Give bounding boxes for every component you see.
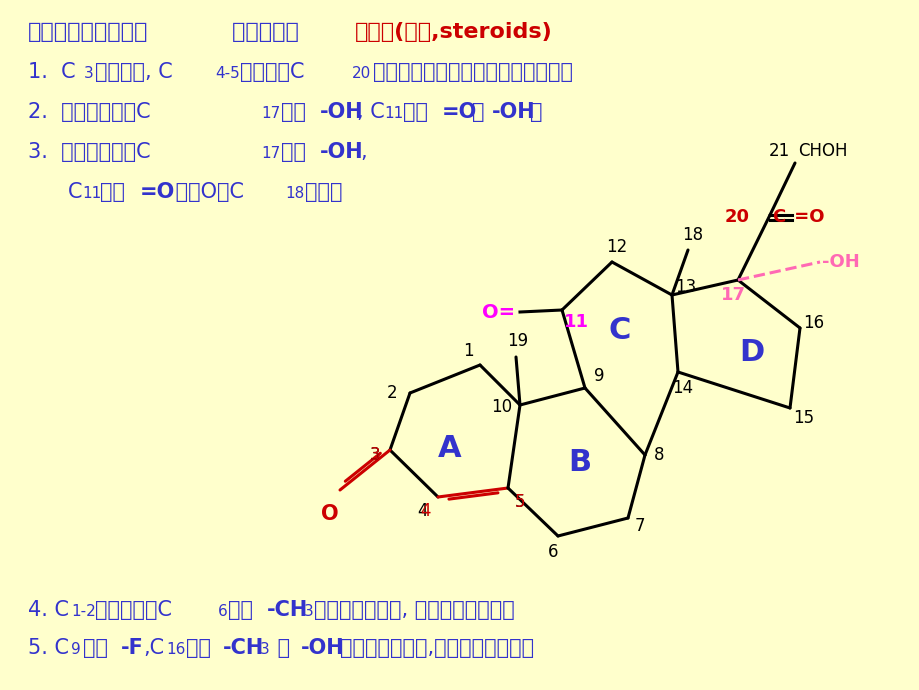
Text: 15: 15 bbox=[792, 409, 813, 427]
Text: 11: 11 bbox=[562, 313, 588, 331]
Text: 5: 5 bbox=[515, 493, 525, 511]
Text: 17: 17 bbox=[720, 286, 744, 304]
Text: 上有: 上有 bbox=[403, 102, 427, 122]
Text: -CH: -CH bbox=[222, 638, 264, 658]
Text: D: D bbox=[739, 337, 764, 366]
Text: 19: 19 bbox=[507, 332, 528, 350]
Text: -OH: -OH bbox=[320, 142, 363, 162]
Text: 11: 11 bbox=[82, 186, 101, 201]
Text: ；: ； bbox=[529, 102, 542, 122]
Text: -OH: -OH bbox=[821, 253, 859, 271]
Text: =O: =O bbox=[140, 182, 175, 202]
Text: 的羰基是保持生理活性的必须基团；: 的羰基是保持生理活性的必须基团； bbox=[372, 62, 573, 82]
Text: 1-2: 1-2 bbox=[71, 604, 96, 619]
Text: 上有: 上有 bbox=[280, 102, 306, 122]
Text: 13: 13 bbox=[675, 278, 696, 296]
Text: 4-5: 4-5 bbox=[215, 66, 240, 81]
Text: -CH: -CH bbox=[267, 600, 308, 620]
Text: 17: 17 bbox=[261, 146, 280, 161]
Text: 引入: 引入 bbox=[83, 638, 108, 658]
Text: 9: 9 bbox=[71, 642, 81, 657]
Text: ,: , bbox=[359, 142, 367, 162]
Text: 21: 21 bbox=[768, 142, 789, 160]
Text: -F: -F bbox=[121, 638, 143, 658]
Text: C: C bbox=[608, 315, 630, 344]
Text: 8: 8 bbox=[653, 446, 664, 464]
Text: 20: 20 bbox=[724, 208, 749, 226]
Text: 7: 7 bbox=[634, 517, 644, 535]
Text: 的双键及C: 的双键及C bbox=[240, 62, 304, 82]
Text: , C: , C bbox=[357, 102, 384, 122]
Text: C: C bbox=[68, 182, 83, 202]
Text: O=: O= bbox=[482, 302, 515, 322]
Text: 4. C: 4. C bbox=[28, 600, 69, 620]
Text: 3: 3 bbox=[369, 446, 380, 464]
Text: 【化学与构效关系】: 【化学与构效关系】 bbox=[28, 22, 148, 42]
Text: 5. C: 5. C bbox=[28, 638, 69, 658]
Text: 3: 3 bbox=[303, 604, 313, 619]
Text: 或: 或 bbox=[471, 102, 484, 122]
Text: 18: 18 bbox=[285, 186, 304, 201]
Text: 11: 11 bbox=[383, 106, 403, 121]
Text: 10: 10 bbox=[491, 398, 512, 416]
Text: 3: 3 bbox=[84, 66, 94, 81]
Text: 20: 20 bbox=[352, 66, 371, 81]
Text: 12: 12 bbox=[606, 238, 627, 256]
Text: 18: 18 bbox=[682, 226, 703, 244]
Text: 或: 或 bbox=[271, 638, 289, 658]
Text: 16: 16 bbox=[165, 642, 185, 657]
Text: =O: =O bbox=[441, 102, 477, 122]
Text: -OH: -OH bbox=[320, 102, 363, 122]
Text: 5: 5 bbox=[515, 493, 525, 511]
Text: 14: 14 bbox=[672, 379, 693, 397]
Text: 3.  盐皮质激素的C: 3. 盐皮质激素的C bbox=[28, 142, 151, 162]
Text: 类固醇(甾体,steroids): 类固醇(甾体,steroids) bbox=[355, 22, 552, 42]
Text: 上无: 上无 bbox=[100, 182, 125, 202]
Text: 4: 4 bbox=[420, 502, 431, 520]
Text: O: O bbox=[321, 504, 338, 524]
Text: 3: 3 bbox=[369, 446, 380, 464]
Text: 2: 2 bbox=[386, 384, 397, 402]
Text: 引入: 引入 bbox=[228, 600, 253, 620]
Text: 1.  C: 1. C bbox=[28, 62, 75, 82]
Text: =O: =O bbox=[788, 208, 823, 226]
Text: 引入: 引入 bbox=[186, 638, 210, 658]
Text: CHOH: CHOH bbox=[797, 142, 846, 160]
Text: ,C: ,C bbox=[142, 638, 164, 658]
Text: 6: 6 bbox=[547, 543, 558, 561]
Text: 16: 16 bbox=[802, 314, 823, 332]
Text: 相连；: 相连； bbox=[305, 182, 342, 202]
Text: A: A bbox=[437, 433, 461, 462]
Text: 上无: 上无 bbox=[280, 142, 306, 162]
Text: 3: 3 bbox=[260, 642, 269, 657]
Text: 为双键以及C: 为双键以及C bbox=[95, 600, 172, 620]
Text: 17: 17 bbox=[261, 106, 280, 121]
Text: -OH: -OH bbox=[492, 102, 535, 122]
Text: 或有O与C: 或有O与C bbox=[169, 182, 244, 202]
Text: 9: 9 bbox=[593, 367, 604, 385]
Text: 6: 6 bbox=[218, 604, 228, 619]
Text: -OH: -OH bbox=[301, 638, 345, 658]
Text: 则抗炎作用增强, 水盐代谢作用减；: 则抗炎作用增强, 水盐代谢作用减； bbox=[313, 600, 515, 620]
Text: 上的酮基, C: 上的酮基, C bbox=[95, 62, 173, 82]
Text: 1: 1 bbox=[462, 342, 472, 360]
Text: 则抗炎作用更强,水盐代谢作用更弱: 则抗炎作用更强,水盐代谢作用更弱 bbox=[340, 638, 534, 658]
Text: B: B bbox=[568, 448, 591, 477]
Text: 4: 4 bbox=[417, 502, 427, 520]
Text: 基本结构为: 基本结构为 bbox=[232, 22, 306, 42]
Text: 2.  糖皮质激素的C: 2. 糖皮质激素的C bbox=[28, 102, 151, 122]
Text: C: C bbox=[771, 208, 785, 226]
